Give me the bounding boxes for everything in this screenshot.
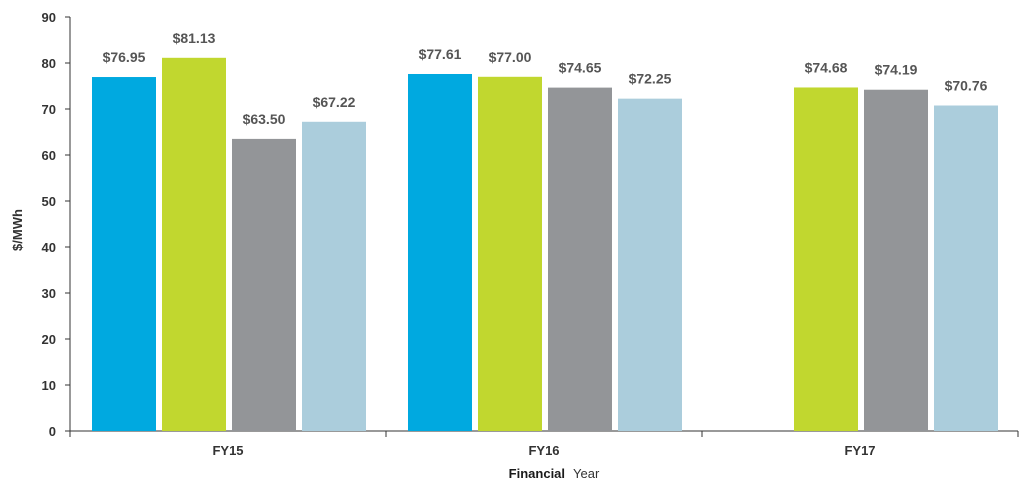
data-label: $77.61 — [419, 46, 462, 62]
y-axis-title: $/MWh — [10, 209, 25, 251]
y-tick-label: 60 — [42, 148, 56, 163]
data-labels: $76.95 $81.13 $63.50 $67.22 $77.61 $77.00 $74.… — [103, 30, 988, 127]
bar — [92, 77, 156, 431]
bar — [232, 138, 296, 431]
data-label: $77.00 — [489, 49, 532, 65]
y-tick-label: 70 — [42, 102, 56, 117]
bar — [618, 98, 682, 432]
x-axis: FY15 FY16 FY17 — [69, 430, 1019, 458]
bar — [934, 105, 998, 431]
bar — [794, 87, 858, 432]
x-tick-label: FY17 — [844, 443, 875, 458]
x-axis-title: Financial Year — [509, 465, 600, 482]
data-label: $74.68 — [805, 59, 848, 75]
data-label: $70.76 — [945, 78, 988, 94]
data-label: $81.13 — [173, 30, 216, 46]
bar — [162, 57, 226, 431]
data-label: $74.65 — [559, 60, 602, 76]
bars — [92, 57, 998, 432]
y-tick-label: 20 — [42, 332, 56, 347]
bar — [478, 76, 542, 432]
y-tick-label: 30 — [42, 286, 56, 301]
data-label: $72.25 — [629, 71, 672, 87]
bar — [302, 121, 366, 432]
y-tick-label: 50 — [42, 194, 56, 209]
data-label: $67.22 — [313, 94, 356, 110]
y-tick-label: 10 — [42, 378, 56, 393]
x-axis-title-regular: Year — [573, 466, 600, 481]
data-label: $74.19 — [875, 62, 918, 78]
y-tick-label: 0 — [49, 424, 56, 439]
bar — [548, 87, 612, 432]
data-label: $63.50 — [243, 111, 286, 127]
x-tick-label: FY16 — [528, 443, 559, 458]
data-label: $76.95 — [103, 49, 146, 65]
y-tick-label: 90 — [42, 10, 56, 25]
x-axis-title-bold: Financial — [509, 466, 565, 481]
x-tick-label: FY15 — [212, 443, 243, 458]
y-tick-label: 80 — [42, 56, 56, 71]
y-axis: 0 10 20 30 40 50 60 70 80 90 — [42, 10, 71, 439]
bar — [408, 73, 472, 431]
bar — [864, 89, 928, 431]
y-tick-label: 40 — [42, 240, 56, 255]
